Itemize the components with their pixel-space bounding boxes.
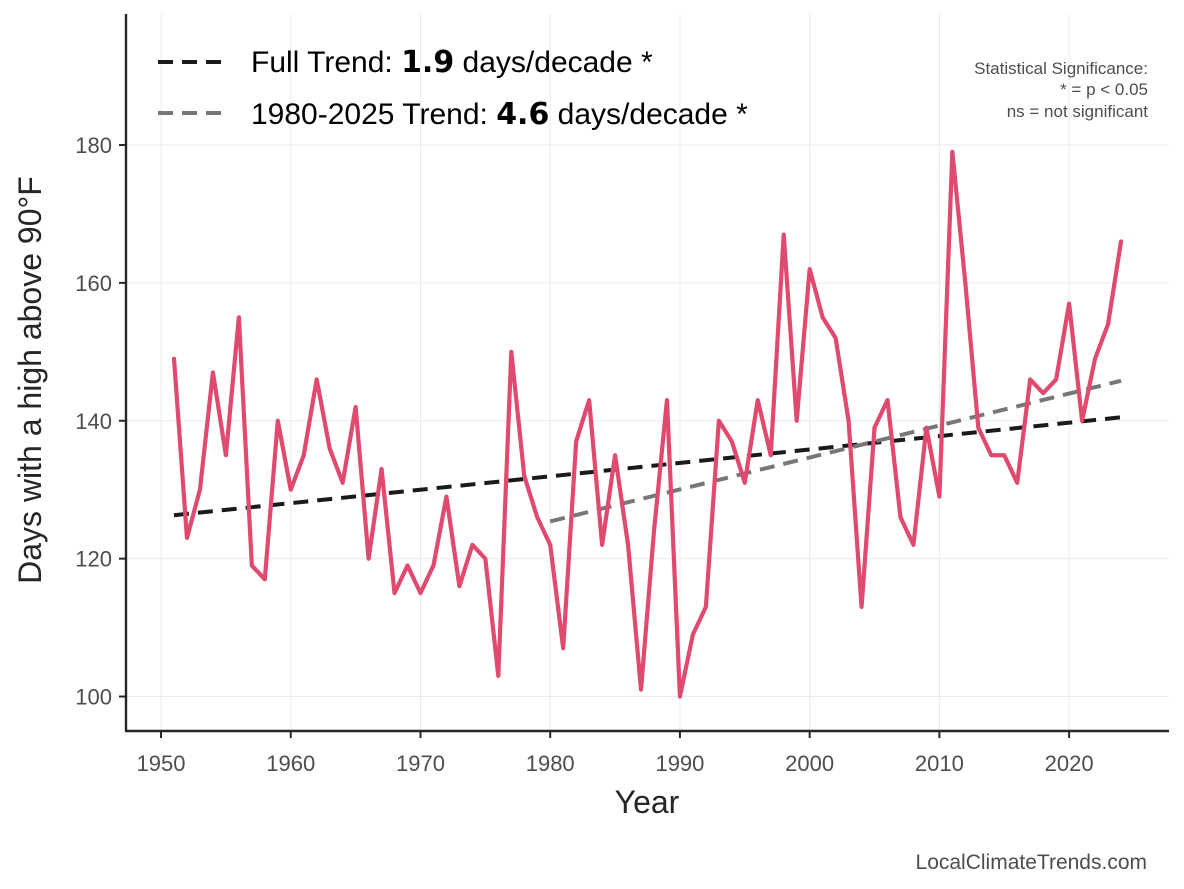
x-tick-label: 1970: [396, 751, 445, 776]
legend-value: 1.9: [401, 45, 454, 80]
axes: [124, 14, 1169, 733]
legend: Full Trend: 1.9 days/decade * 1980-2025 …: [158, 45, 748, 132]
full-trend-line: [173, 415, 1122, 518]
x-tick-label: 2010: [915, 751, 964, 776]
significance-note: Statistical Significance: * = p < 0.05 n…: [974, 59, 1148, 121]
legend-suffix: days/decade *: [549, 98, 748, 131]
legend-prefix: 1980-2025 Trend:: [251, 98, 496, 131]
y-tick-label: 100: [75, 685, 112, 710]
legend-label-recent-trend: 1980-2025 Trend: 4.6 days/decade *: [251, 97, 748, 132]
y-tick-label: 120: [75, 547, 112, 572]
x-tick-label: 2000: [785, 751, 834, 776]
x-tick-label: 2020: [1045, 751, 1094, 776]
x-tick-label: 1960: [266, 751, 315, 776]
series: [171, 149, 1124, 699]
source-credit: LocalClimateTrends.com: [916, 851, 1147, 874]
x-axis-title: Year: [615, 784, 680, 820]
legend-suffix: days/decade *: [454, 46, 653, 79]
significance-line: * = p < 0.05: [1060, 80, 1148, 99]
y-tick-label: 140: [75, 409, 112, 434]
x-tick-label: 1950: [137, 751, 186, 776]
significance-line: Statistical Significance:: [974, 59, 1148, 78]
trend-lines: [173, 378, 1122, 524]
recent-trend-line: [549, 378, 1122, 524]
x-tick-label: 1990: [655, 751, 704, 776]
y-axis-title: Days with a high above 90°F: [12, 176, 48, 584]
y-tick-label: 160: [75, 271, 112, 296]
series-line: [171, 149, 1124, 699]
grid: [126, 14, 1169, 731]
legend-prefix: Full Trend:: [251, 46, 401, 79]
legend-label-full-trend: Full Trend: 1.9 days/decade *: [251, 45, 653, 80]
x-tick-label: 1980: [526, 751, 575, 776]
significance-line: ns = not significant: [1007, 102, 1149, 121]
y-tick-label: 180: [75, 133, 112, 158]
ticks: 1950 1960 1970 1980 1990 2000 2010 2020 100 120 14…: [75, 133, 1093, 776]
legend-value: 4.6: [496, 97, 549, 132]
